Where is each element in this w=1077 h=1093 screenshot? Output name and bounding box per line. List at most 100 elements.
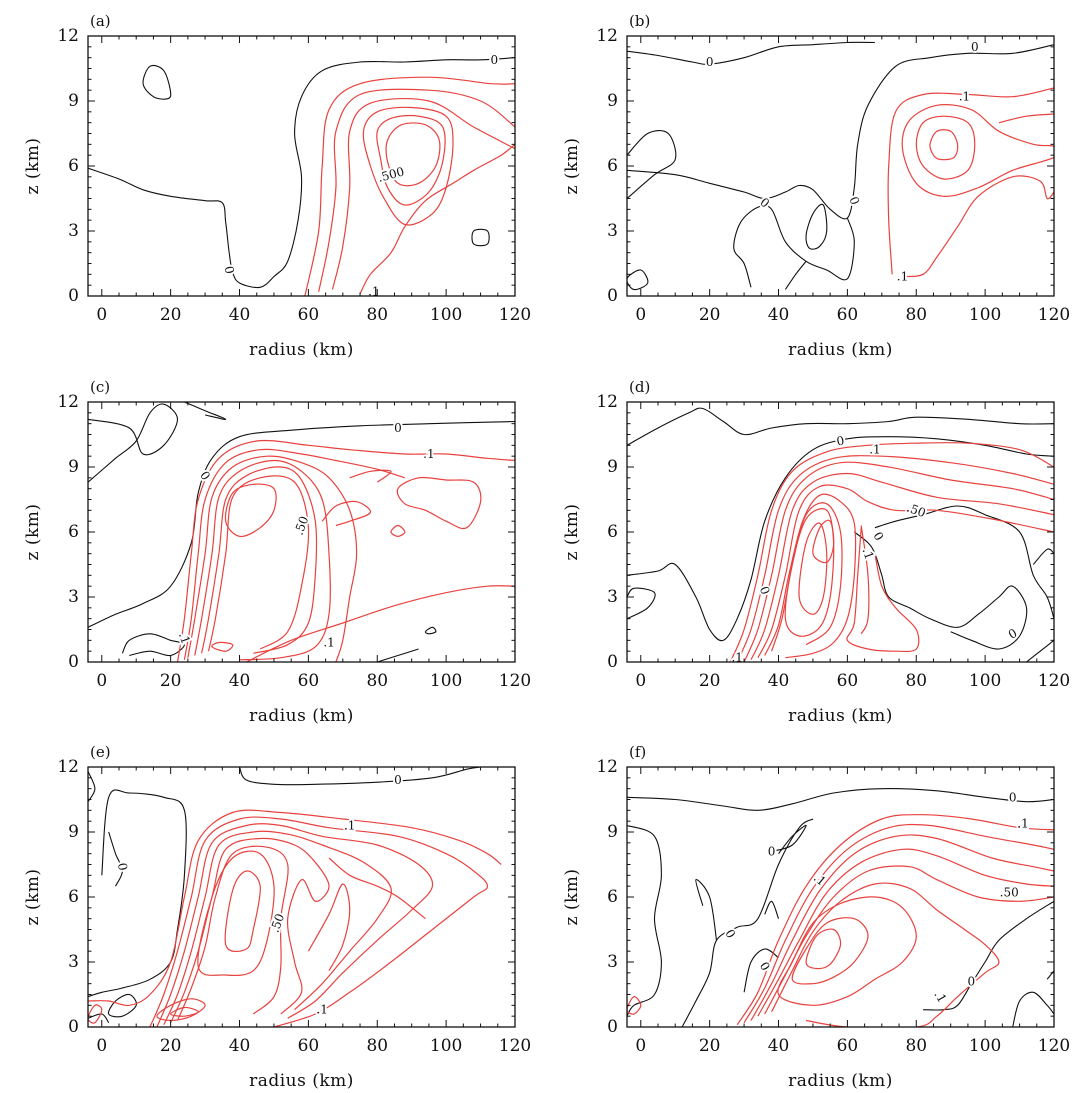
contour-label-8: .1 — [931, 988, 949, 1005]
contour-zero-1 — [627, 436, 1054, 642]
x-tick-label: 80 — [905, 305, 927, 325]
contour-label-1: 0 — [768, 845, 776, 859]
contour-positive-13 — [757, 848, 1054, 1017]
contour-label-5: 0 — [870, 530, 886, 544]
contour-label-2: 0 — [222, 265, 237, 275]
panel-tag: (f) — [629, 743, 646, 761]
y-tick-label: 12 — [596, 26, 618, 46]
y-tick-label: 12 — [57, 757, 79, 777]
contour-positive-6 — [88, 809, 502, 1007]
contour-zero-2 — [471, 228, 490, 247]
contour-lines — [627, 788, 1054, 1027]
contour-positive-10 — [201, 466, 318, 654]
contour-label-4: .1 — [316, 1003, 327, 1017]
x-axis-title: radius (km) — [788, 706, 893, 726]
contour-zero-0 — [88, 57, 515, 289]
x-tick-label: 120 — [1038, 305, 1070, 325]
y-axis-title: z (km) — [562, 503, 582, 560]
x-tick-label: 120 — [499, 671, 531, 691]
contour-label-0: 0 — [491, 53, 499, 67]
x-tick-label: 80 — [905, 671, 927, 691]
contour-zero-2 — [681, 818, 814, 1027]
x-tick-label: 80 — [366, 305, 388, 325]
contour-label-5: .1 — [897, 270, 908, 284]
contour-label-2: .50 — [905, 500, 928, 520]
y-tick-label: 6 — [607, 522, 618, 542]
contour-positive-10 — [750, 472, 1054, 661]
y-tick-label: 0 — [607, 1017, 618, 1037]
y-tick-label: 12 — [596, 392, 618, 412]
x-tick-label: 100 — [969, 1036, 1001, 1056]
contour-positive-8 — [187, 455, 358, 662]
contour-label-2: .1 — [423, 447, 434, 461]
contour-positive-11 — [757, 484, 1054, 658]
contour-zero-1 — [88, 771, 96, 802]
contour-positive-9 — [743, 461, 1054, 662]
contour-label-0: 0 — [836, 433, 846, 448]
x-tick-label: 80 — [905, 1036, 927, 1056]
contour-label-1: .1 — [344, 819, 355, 833]
contour-zero-5 — [424, 626, 437, 635]
x-tick-label: 100 — [969, 305, 1001, 325]
contour-lines — [627, 407, 1054, 662]
x-tick-label: 0 — [635, 305, 646, 325]
contour-zero-4 — [743, 948, 779, 993]
contour-positive-8 — [736, 455, 1054, 662]
y-tick-label: 6 — [68, 522, 79, 542]
panel-tag: (e) — [90, 743, 111, 761]
contour-positive-18 — [812, 519, 835, 564]
panel-tag: (d) — [629, 378, 650, 396]
x-tick-label: 0 — [96, 1036, 107, 1056]
x-tick-label: 100 — [969, 671, 1001, 691]
contour-positive-11 — [743, 823, 1054, 1024]
contour-label-1: .500 — [376, 164, 405, 184]
panel-tag: (c) — [90, 378, 110, 396]
contour-label-2: .1 — [959, 90, 970, 104]
contour-zero-0 — [627, 788, 1054, 811]
panel-tag: (b) — [629, 12, 650, 30]
y-tick-label: 3 — [68, 952, 79, 972]
contour-label-1: 0 — [971, 40, 979, 54]
x-tick-label: 20 — [160, 1036, 182, 1056]
x-tick-label: 80 — [366, 1036, 388, 1056]
contour-zero-5 — [88, 1013, 110, 1024]
x-tick-label: 40 — [768, 1036, 790, 1056]
x-axis-title: radius (km) — [788, 1071, 893, 1091]
y-tick-label: 12 — [596, 757, 618, 777]
contour-positive-18 — [805, 928, 842, 970]
contour-positive-17 — [798, 522, 828, 615]
contour-label-0: 0 — [706, 55, 714, 69]
contour-label-0: 0 — [394, 421, 402, 435]
contour-zero-6 — [771, 824, 807, 855]
contour-zero-3 — [121, 633, 185, 657]
x-tick-label: 100 — [430, 671, 462, 691]
x-tick-label: 20 — [160, 671, 182, 691]
y-tick-label: 12 — [57, 392, 79, 412]
y-tick-label: 9 — [607, 457, 618, 477]
contour-positive-7 — [362, 106, 454, 226]
panel-d: (d)0.1.500.100.10 20 40 60 80 100 120036912rad… — [562, 378, 1070, 726]
contour-positive-15 — [170, 1006, 199, 1017]
x-tick-label: 120 — [499, 305, 531, 325]
x-tick-label: 0 — [96, 305, 107, 325]
x-tick-label: 20 — [699, 305, 721, 325]
y-tick-label: 9 — [68, 457, 79, 477]
contour-label-3: .50 — [268, 912, 288, 935]
contour-label-2: 0 — [115, 862, 130, 872]
y-tick-label: 0 — [68, 1017, 79, 1037]
contour-label-5: 0 — [722, 927, 738, 941]
contour-positive-14 — [246, 585, 515, 662]
y-tick-label: 3 — [68, 587, 79, 607]
x-tick-label: 0 — [635, 671, 646, 691]
contour-zero-6 — [1032, 548, 1054, 565]
contour-zero-4 — [874, 505, 1054, 619]
y-tick-label: 6 — [607, 156, 618, 176]
contour-positive-15 — [860, 525, 870, 635]
contour-zero-0 — [88, 403, 179, 483]
contour-positive-12 — [197, 850, 275, 977]
y-tick-label: 6 — [607, 887, 618, 907]
contour-positive-8 — [156, 823, 434, 1027]
y-tick-label: 6 — [68, 887, 79, 907]
y-tick-label: 3 — [68, 221, 79, 241]
y-tick-label: 6 — [68, 156, 79, 176]
